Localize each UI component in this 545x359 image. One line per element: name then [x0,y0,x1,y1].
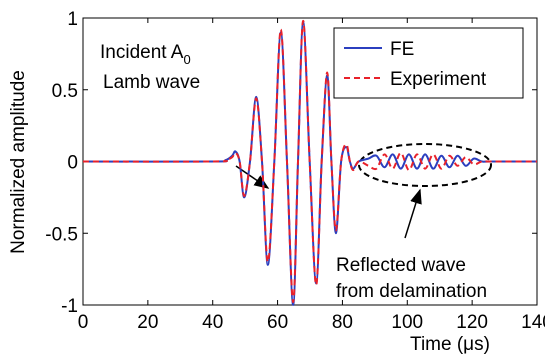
x-tick-label: 0 [78,312,89,333]
annotation-line: Incident A [100,42,184,63]
x-axis-label: Time (μs) [410,334,490,355]
x-tick-label: 120 [456,312,488,333]
x-tick-label: 100 [391,312,423,333]
legend-label: FE [390,39,414,60]
legend-label: Experiment [390,69,487,90]
y-tick-label: -1 [61,296,78,317]
annotation: from delamination [336,281,487,302]
x-tick-label: 60 [267,312,288,333]
highlight-ellipse [358,143,492,187]
x-tick-label: 20 [137,312,158,333]
annotation-subscript: 0 [183,52,190,67]
arrow [404,188,422,239]
y-axis-label: Normalized amplitude [8,70,29,254]
data-line [82,21,537,307]
x-tick-label: 80 [332,312,353,333]
annotation: Lamb wave [103,72,200,93]
legend-box [333,27,524,99]
annotation: Incident A0 [100,42,191,67]
data-line [82,19,537,304]
y-tick-label: 0 [67,153,78,174]
y-tick-label: 0.5 [52,81,78,102]
annotation: Reflected wave [336,255,466,276]
x-tick-label: 40 [202,312,223,333]
y-tick-label: 1 [67,9,78,30]
y-tick-label: -0.5 [45,224,78,245]
x-tick-label: 140 [521,312,545,333]
